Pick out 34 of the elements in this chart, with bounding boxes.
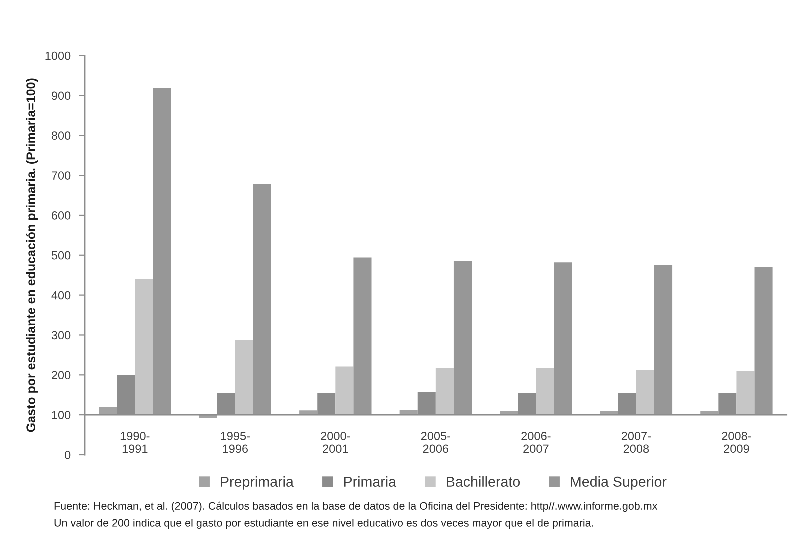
x-tick-label: 1990-1991 xyxy=(120,432,150,454)
y-tick-label: 200 xyxy=(52,371,71,380)
y-tick-label: 700 xyxy=(52,172,71,180)
bar xyxy=(536,368,554,416)
y-tick-label: 400 xyxy=(52,291,71,300)
bar xyxy=(135,279,154,416)
x-tick-label: 2005-2006 xyxy=(421,432,450,454)
y-tick-label: 100 xyxy=(52,411,71,420)
bar xyxy=(436,368,454,416)
text: Un valor de 200 indica que el gasto por estudiante en ese nivel educativo es dos veces mayor que el de primaria. xyxy=(54,518,594,530)
bar xyxy=(336,366,354,416)
x-tick-label: 2006-2007 xyxy=(522,432,551,454)
y-tick-label: 500 xyxy=(52,251,71,260)
y-axis-title: Gasto por estudiante en educación primaria. (Primaria=100) xyxy=(26,78,38,432)
source-note: Fuente: Heckman, et al. (2007). Cálculos basados en la base de datos de la Oficina del Presidente: http//.www.informe.gob.mx xyxy=(54,502,658,512)
x-tick-label: 2007-2008 xyxy=(622,432,652,454)
y-tick-label: 600 xyxy=(52,212,71,220)
bar xyxy=(636,370,654,416)
legend-label: Preprimaria xyxy=(221,476,294,490)
y-tick-label: 900 xyxy=(52,92,71,100)
x-tick-label: 2000-2001 xyxy=(321,432,350,454)
legend-label: Media Superior xyxy=(571,476,667,490)
legend-label: Primaria xyxy=(344,476,397,488)
bar xyxy=(99,407,118,416)
bar xyxy=(736,371,755,416)
y-tick-label: 300 xyxy=(52,331,71,340)
y-tick-label: 1000 xyxy=(46,52,71,60)
bar xyxy=(235,340,254,416)
x-tick-label: 2008-2009 xyxy=(722,432,752,454)
legend-label: Bachillerato xyxy=(447,476,520,488)
bar xyxy=(300,410,318,416)
y-tick-label: 0 xyxy=(65,451,71,460)
y-tick-label: 800 xyxy=(52,132,71,140)
x-tick-label: 1995-1996 xyxy=(221,432,250,454)
